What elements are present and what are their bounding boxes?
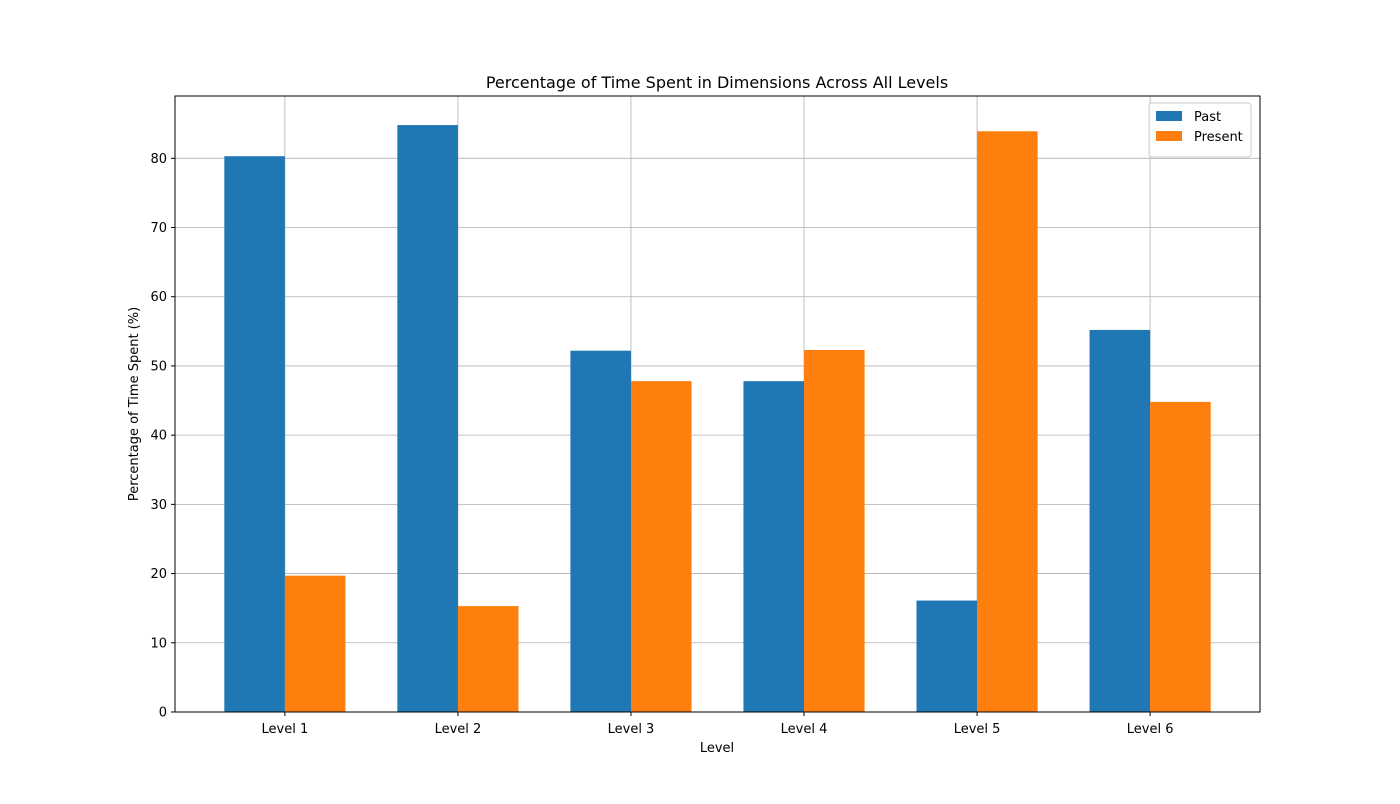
y-tick-label: 10 — [150, 636, 167, 651]
bar-past-1 — [224, 156, 285, 713]
bars — [224, 125, 1211, 713]
legend-swatch-past — [1156, 111, 1182, 121]
y-tick-label: 30 — [150, 498, 167, 513]
y-tick-label: 80 — [150, 152, 167, 167]
legend-swatch-present — [1156, 131, 1182, 141]
bar-past-2 — [397, 125, 458, 713]
bar-present-5 — [977, 131, 1038, 712]
y-axis-label: Percentage of Time Spent (%) — [127, 307, 142, 501]
bar-past-4 — [743, 381, 805, 712]
y-tick-label: 70 — [150, 221, 167, 236]
axes — [171, 95, 1261, 716]
x-tick-label: Level 2 — [435, 722, 482, 737]
bar-present-1 — [284, 575, 346, 712]
y-tick-label: 20 — [150, 567, 167, 582]
bar-present-4 — [804, 350, 865, 712]
bar-present-2 — [457, 606, 519, 712]
bar-past-3 — [570, 350, 631, 712]
legend: Past Present — [1148, 102, 1252, 158]
bar-present-3 — [630, 381, 692, 712]
y-tick-label: 0 — [159, 706, 167, 721]
x-axis-label: Level — [700, 741, 734, 756]
tick-labels: 0 10 20 30 40 50 60 70 80 Level 1 Level 2 Level 3 Le… — [150, 152, 1173, 737]
x-tick-label: Level 3 — [608, 722, 655, 737]
x-tick-label: Level 1 — [262, 722, 309, 737]
x-tick-label: Level 4 — [781, 722, 828, 737]
x-tick-label: Level 6 — [1127, 722, 1174, 737]
axes-frame — [174, 95, 1261, 713]
y-tick-label: 40 — [150, 429, 167, 444]
bar-past-6 — [1089, 329, 1151, 712]
y-tick-label: 60 — [150, 290, 167, 305]
bar-past-5 — [916, 600, 978, 712]
chart-title: Percentage of Time Spent in Dimensions A… — [486, 73, 948, 92]
bar-present-6 — [1150, 401, 1211, 712]
x-tick-label: Level 5 — [954, 722, 1001, 737]
legend-label-present: Present — [1194, 130, 1243, 145]
legend-label-past: Past — [1194, 110, 1221, 125]
y-tick-label: 50 — [150, 359, 167, 374]
